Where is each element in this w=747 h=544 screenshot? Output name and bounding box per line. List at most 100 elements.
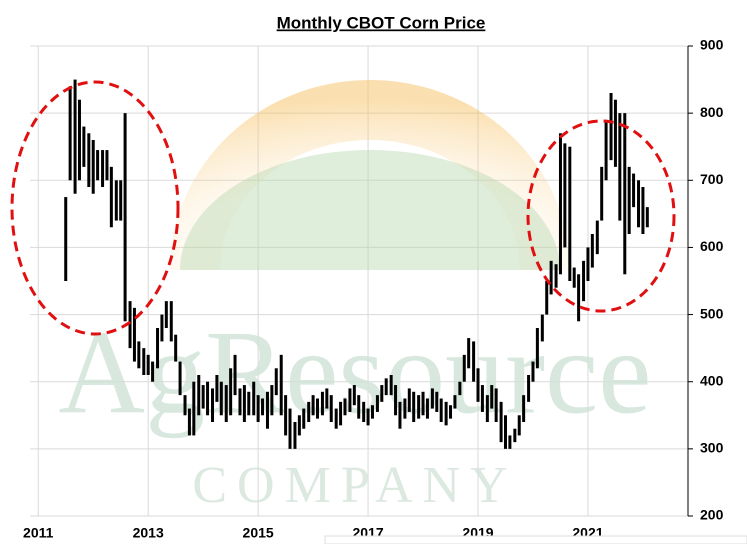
- range-bar: [77, 99, 81, 181]
- range-bar: [142, 348, 146, 375]
- range-bar: [174, 334, 178, 362]
- range-bar: [545, 281, 549, 315]
- range-bar: [499, 401, 503, 443]
- range-bar: [540, 314, 544, 342]
- range-bar: [517, 415, 521, 436]
- range-bar: [637, 180, 641, 228]
- range-bar: [339, 401, 343, 426]
- x-tick-label: 2011: [23, 525, 54, 541]
- range-bar: [623, 113, 627, 275]
- range-bar: [563, 143, 567, 248]
- range-bar: [613, 99, 617, 167]
- range-bar: [307, 401, 311, 422]
- range-bar: [252, 381, 256, 416]
- chart-title: Monthly CBOT Corn Price: [277, 13, 486, 32]
- range-bar: [352, 385, 356, 406]
- range-bar: [229, 368, 233, 416]
- y-tick-label: 900: [700, 37, 724, 53]
- range-bar: [384, 378, 388, 396]
- y-tick-label: 600: [700, 238, 724, 254]
- range-bar: [425, 398, 429, 419]
- y-tick-label: 300: [700, 440, 724, 456]
- range-bar: [164, 301, 168, 328]
- x-tick-label: 2013: [133, 525, 164, 541]
- range-bar: [137, 341, 141, 369]
- x-tick-label: 2015: [243, 525, 274, 541]
- range-bar: [183, 395, 187, 416]
- range-bar: [320, 391, 324, 416]
- range-bar: [242, 385, 246, 422]
- range-bar: [109, 166, 113, 228]
- range-bar: [187, 408, 191, 436]
- logo-field: [180, 150, 560, 270]
- range-bar: [558, 133, 562, 275]
- range-bar: [114, 180, 118, 221]
- range-bar: [582, 260, 586, 302]
- range-bar: [156, 328, 160, 369]
- range-bar: [618, 113, 622, 221]
- range-bar: [284, 395, 288, 436]
- y-tick-label: 700: [700, 171, 724, 187]
- y-tick-label: 800: [700, 104, 724, 120]
- range-bar: [453, 395, 457, 409]
- range-bar: [444, 401, 448, 426]
- range-bar: [68, 86, 72, 181]
- watermark-sub: COMPANY: [192, 457, 517, 514]
- range-bar: [535, 328, 539, 369]
- range-bar: [329, 395, 333, 422]
- range-bar: [412, 391, 416, 422]
- range-bar: [211, 388, 215, 422]
- range-bar: [362, 401, 366, 422]
- range-bar: [270, 385, 274, 416]
- range-bar: [224, 385, 228, 422]
- range-bar: [201, 385, 205, 409]
- range-bar: [549, 260, 553, 295]
- range-bar: [394, 385, 398, 416]
- range-bar: [238, 388, 242, 416]
- range-bar: [449, 405, 453, 419]
- range-bar: [178, 361, 182, 396]
- range-bar: [627, 166, 631, 234]
- range-bar: [370, 405, 374, 419]
- bars: [64, 79, 649, 449]
- range-bar: [197, 375, 201, 416]
- range-bar: [554, 264, 558, 288]
- range-bar: [288, 408, 292, 449]
- range-bar: [600, 166, 604, 221]
- range-bar: [261, 398, 265, 416]
- range-bar: [590, 234, 594, 268]
- range-bar: [508, 435, 512, 449]
- range-bar: [297, 415, 301, 436]
- logo-sun: [170, 80, 570, 270]
- range-bar: [513, 428, 517, 443]
- range-bar: [334, 408, 338, 429]
- range-bar: [311, 395, 315, 416]
- range-bar: [462, 354, 466, 382]
- logo: AgResource COMPANY: [58, 80, 652, 514]
- range-bar: [265, 391, 269, 429]
- y-tick-label: 500: [700, 305, 724, 321]
- range-bar: [215, 375, 219, 402]
- range-bar: [604, 119, 608, 181]
- range-bar: [343, 398, 347, 416]
- range-bar: [206, 381, 210, 416]
- range-bar: [485, 395, 489, 422]
- range-bar: [146, 354, 150, 375]
- range-bar: [467, 338, 471, 369]
- range-bar: [357, 395, 361, 419]
- range-bar: [105, 150, 109, 181]
- range-bar: [247, 391, 251, 416]
- range-bar: [128, 301, 132, 349]
- range-bar: [403, 398, 407, 419]
- range-bar: [101, 150, 105, 187]
- range-bar: [348, 388, 352, 412]
- range-bar: [389, 375, 393, 396]
- range-bar: [480, 385, 484, 412]
- range-bar: [641, 187, 645, 234]
- range-bar: [531, 361, 535, 382]
- range-bar: [325, 388, 329, 409]
- range-bar: [645, 207, 649, 228]
- range-bar: [315, 398, 319, 419]
- range-bar: [476, 368, 480, 402]
